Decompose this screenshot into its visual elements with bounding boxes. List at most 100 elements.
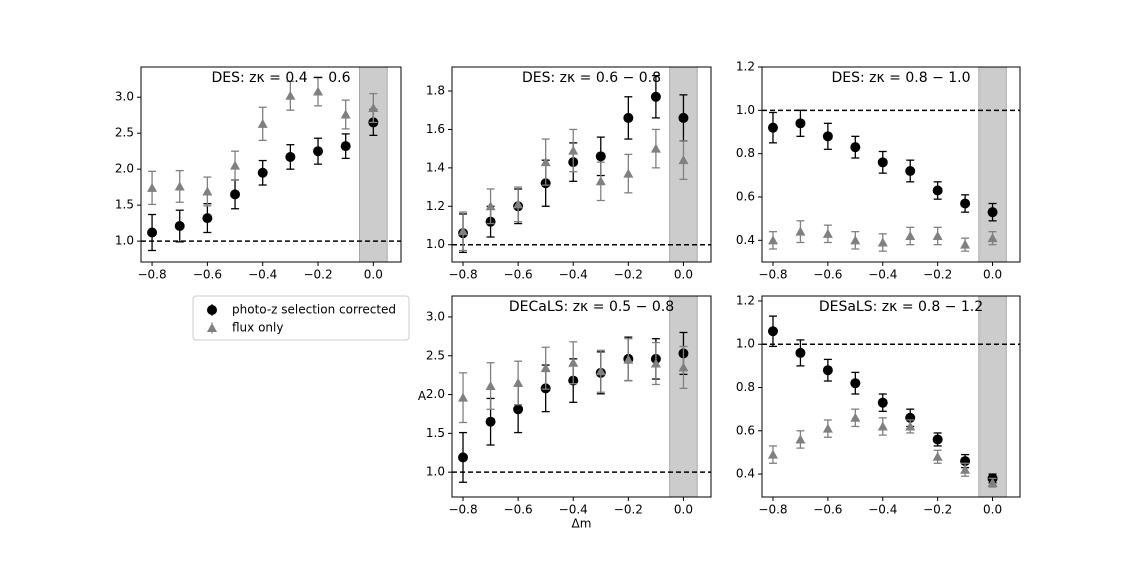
point [932, 231, 943, 240]
x-tick-label: −0.6 [193, 268, 222, 282]
y-tick-label: 1.5 [426, 426, 445, 440]
x-tick-label: −0.2 [614, 503, 643, 517]
point [905, 421, 916, 431]
point [230, 160, 241, 170]
point [960, 198, 971, 209]
point [540, 157, 551, 167]
y-tick-label: 0.6 [736, 190, 755, 204]
point [767, 449, 778, 459]
point [932, 451, 943, 461]
y-tick-label: 0.4 [736, 233, 755, 247]
point [822, 365, 833, 376]
panel-title: DESaLS: zκ = 0.8 − 1.2 [819, 299, 983, 315]
y-tick-label: 1.0 [115, 234, 134, 248]
y-tick-label: 3.0 [115, 90, 134, 104]
point [960, 464, 971, 474]
x-tick-label: −0.4 [868, 503, 897, 517]
point [850, 235, 861, 245]
point [822, 423, 833, 433]
point [767, 235, 778, 245]
point [795, 226, 806, 236]
point [932, 185, 943, 196]
y-tick-label: 0.8 [736, 380, 755, 394]
plot-frame [140, 66, 402, 263]
point [877, 157, 888, 168]
y-tick-label: 0.8 [736, 146, 755, 160]
point [513, 377, 524, 387]
y-tick-label: 1.2 [736, 60, 755, 74]
point [678, 155, 689, 165]
x-tick-label: −0.2 [923, 503, 952, 517]
x-tick-label: 0.0 [674, 503, 693, 517]
point [595, 176, 606, 186]
point [987, 477, 998, 487]
shaded-region [669, 295, 698, 498]
point [458, 392, 469, 402]
y-tick-label: 0.4 [736, 467, 755, 481]
x-tick-label: 0.0 [364, 268, 383, 282]
point [313, 146, 324, 157]
point [147, 182, 158, 192]
x-tick-label: −0.2 [303, 268, 332, 282]
x-tick-label: 0.0 [983, 268, 1002, 282]
plot-frame [451, 66, 712, 263]
panel-title: DES: zκ = 0.4 − 0.6 [211, 70, 350, 86]
point [485, 416, 496, 427]
y-tick-label: 1.0 [736, 103, 755, 117]
point [987, 207, 998, 218]
legend-frame [192, 295, 410, 341]
y-tick-label: 0.6 [736, 423, 755, 437]
point [230, 189, 241, 200]
point [877, 421, 888, 431]
point [905, 231, 916, 240]
point [795, 118, 806, 129]
point [368, 103, 379, 113]
point [340, 109, 351, 119]
legend: photo-z selection corrected flux only [192, 295, 410, 341]
point [650, 358, 661, 368]
plot-frame [761, 66, 1021, 263]
x-tick-label: −0.4 [559, 503, 588, 517]
x-tick-label: −0.2 [923, 268, 952, 282]
plot-frame [451, 295, 712, 498]
x-tick-label: 0.0 [983, 503, 1002, 517]
point [987, 233, 998, 243]
point [822, 228, 833, 238]
point [877, 397, 888, 408]
shaded-region [978, 66, 1007, 263]
point [513, 199, 524, 209]
y-tick-label: 2.5 [115, 126, 134, 140]
x-tick-label: −0.6 [504, 268, 533, 282]
point [568, 145, 579, 155]
y-tick-label: 1.8 [426, 84, 445, 98]
x-axis-label: Δm [572, 517, 592, 531]
y-tick-label: 1.4 [426, 160, 445, 174]
panel-title: DES: zκ = 0.8 − 1.0 [831, 70, 970, 86]
point [877, 237, 888, 247]
x-tick-label: −0.2 [614, 268, 643, 282]
point [850, 412, 861, 422]
point [513, 404, 524, 415]
y-axis-label: A [418, 389, 427, 403]
point [595, 151, 606, 162]
x-tick-label: −0.4 [559, 268, 588, 282]
point [202, 213, 213, 224]
point [795, 347, 806, 358]
y-tick-label: 1.6 [426, 122, 445, 136]
point [623, 112, 634, 123]
y-tick-label: 1.0 [426, 465, 445, 479]
point [595, 366, 606, 376]
y-tick-label: 1.2 [426, 199, 445, 213]
x-tick-label: −0.4 [868, 268, 897, 282]
y-tick-label: 1.0 [426, 237, 445, 251]
point [340, 141, 351, 152]
point [623, 354, 634, 364]
legend-marker [207, 305, 217, 315]
point [650, 143, 661, 153]
legend-label: photo-z selection corrected [232, 303, 396, 317]
point [485, 201, 496, 211]
y-tick-label: 1.2 [736, 293, 755, 307]
legend-marker [207, 323, 217, 332]
point [678, 112, 689, 123]
